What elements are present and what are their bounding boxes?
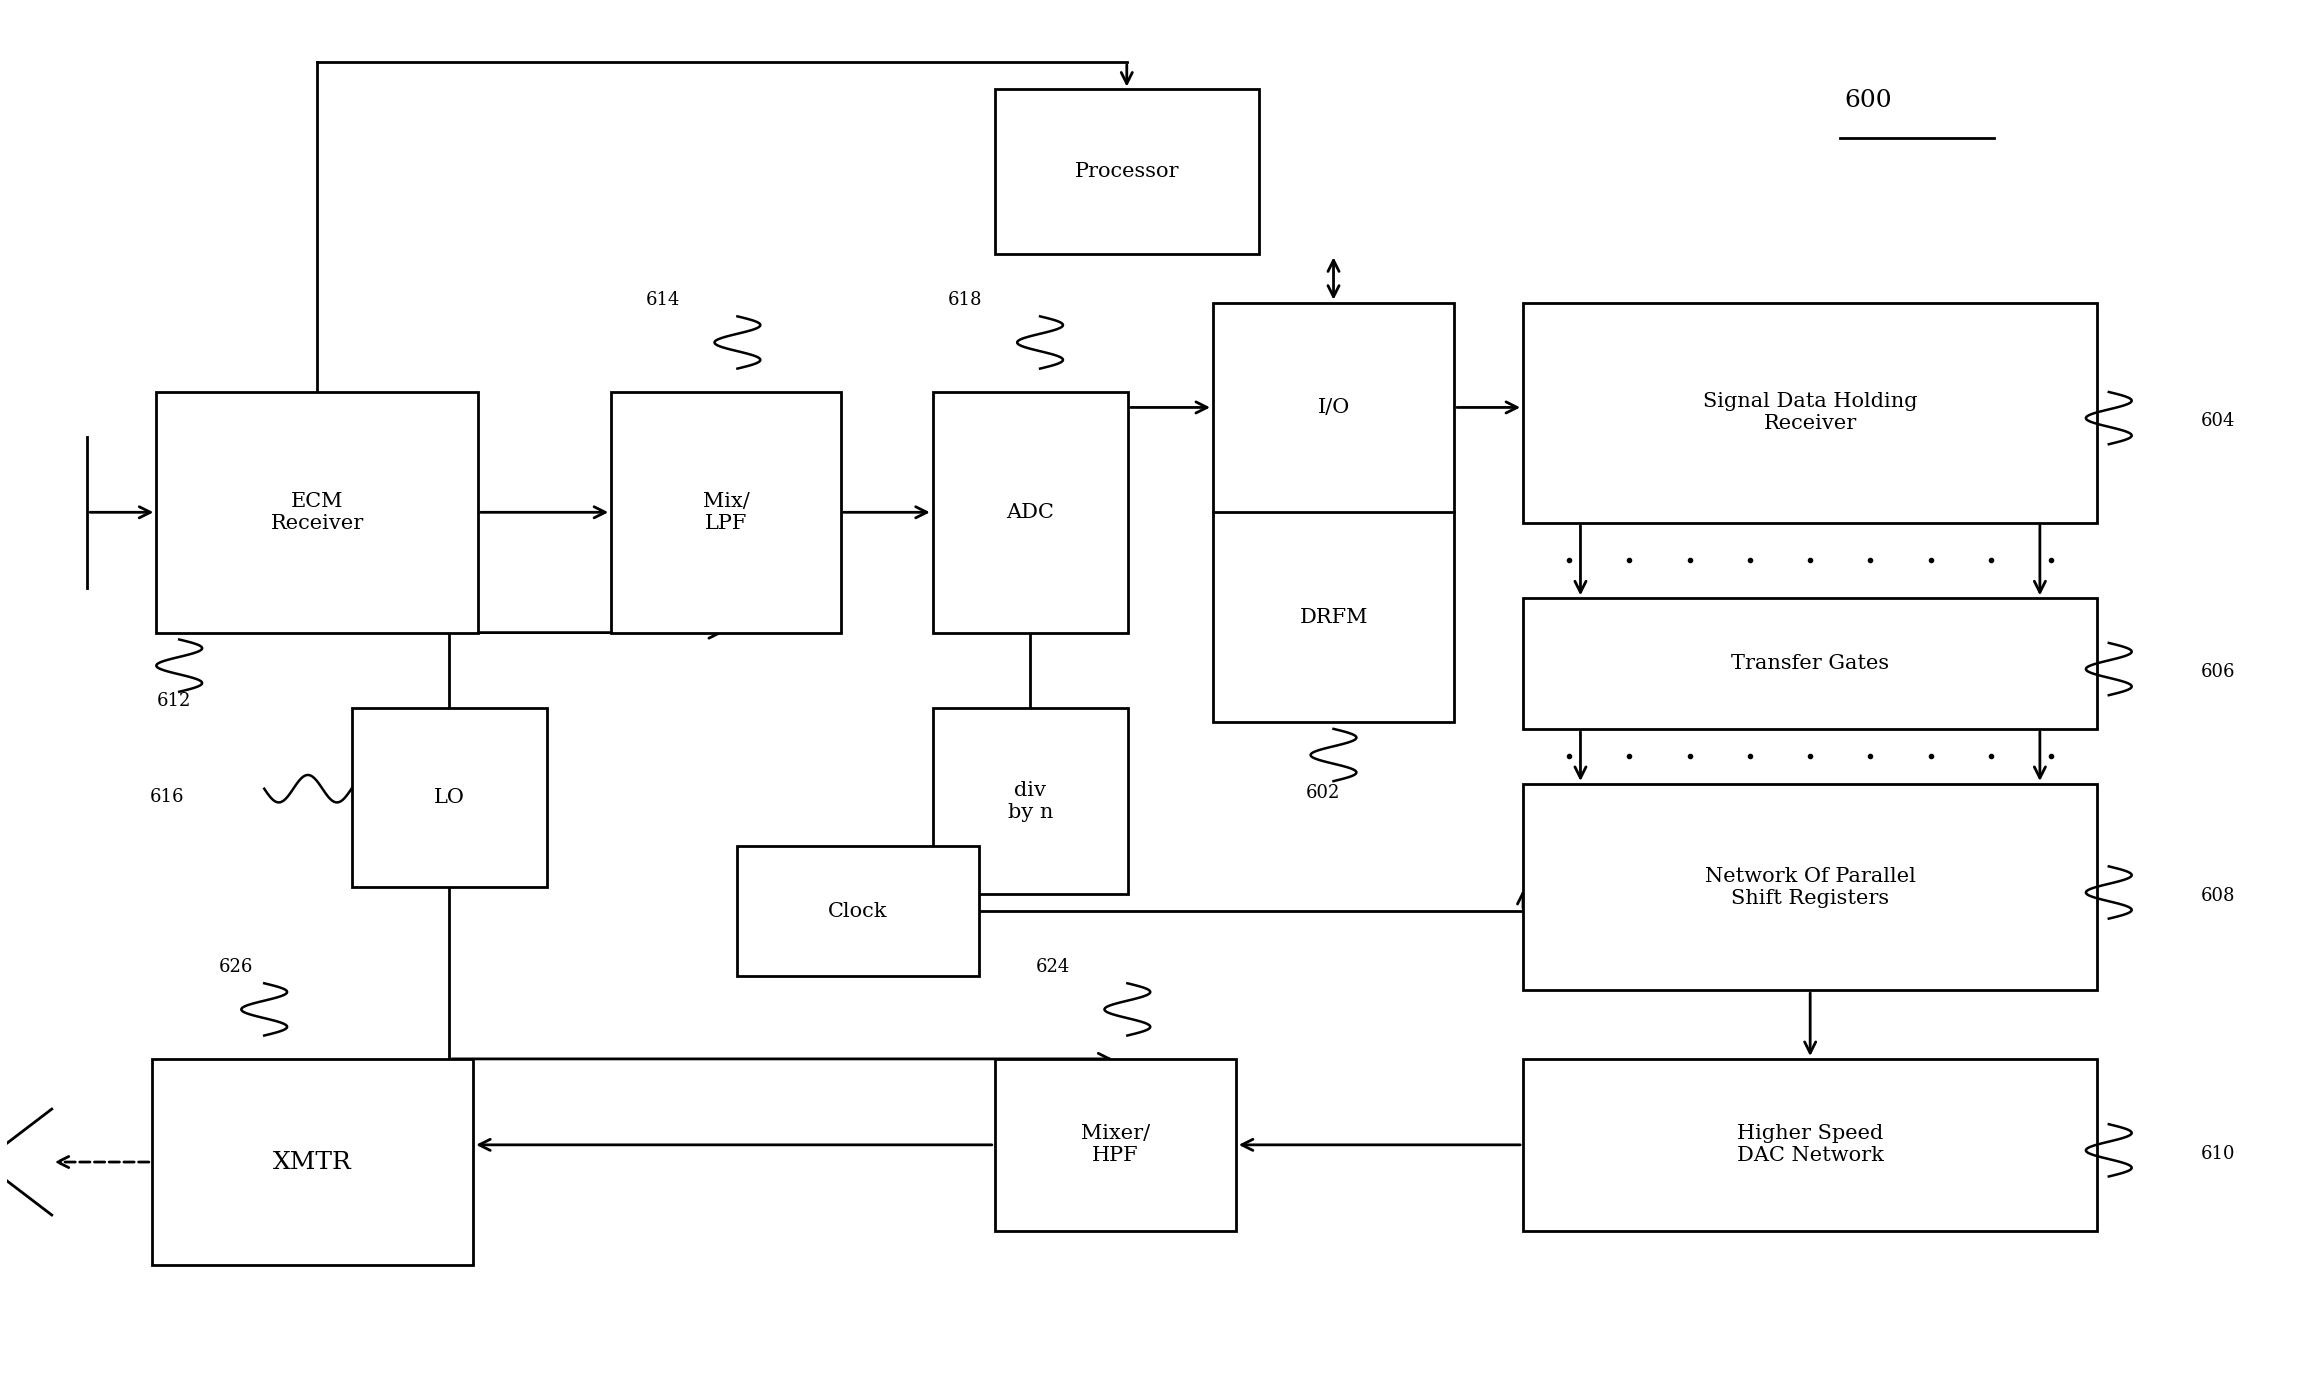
Bar <box>934 392 1128 632</box>
Bar <box>351 708 548 888</box>
Text: div
by n: div by n <box>1008 781 1054 821</box>
Bar <box>1213 303 1454 722</box>
Text: 604: 604 <box>2200 413 2235 431</box>
Text: DRFM: DRFM <box>1299 607 1368 626</box>
Bar <box>157 392 478 632</box>
Bar <box>1523 599 2098 729</box>
Text: XMTR: XMTR <box>273 1150 351 1174</box>
Text: Higher Speed
DAC Network: Higher Speed DAC Network <box>1738 1124 1883 1165</box>
Text: Clock: Clock <box>827 901 887 921</box>
Text: 618: 618 <box>948 292 982 310</box>
Text: 610: 610 <box>2200 1145 2235 1163</box>
Text: 612: 612 <box>157 692 190 710</box>
Text: Mix/
LPF: Mix/ LPF <box>703 492 749 533</box>
Text: 608: 608 <box>2200 886 2235 904</box>
Text: Signal Data Holding
Receiver: Signal Data Holding Receiver <box>1703 392 1918 433</box>
Bar <box>1523 783 2098 990</box>
Bar <box>994 1058 1236 1231</box>
Text: Processor: Processor <box>1075 163 1179 182</box>
Bar <box>934 708 1128 895</box>
Text: 602: 602 <box>1306 783 1340 801</box>
Text: LO: LO <box>434 788 465 807</box>
Text: 616: 616 <box>150 789 185 807</box>
Text: Mixer/
HPF: Mixer/ HPF <box>1082 1124 1151 1165</box>
Text: 614: 614 <box>645 292 679 310</box>
Text: Transfer Gates: Transfer Gates <box>1731 654 1888 674</box>
Bar <box>737 846 978 976</box>
Bar <box>994 89 1259 254</box>
Bar <box>1523 303 2098 522</box>
Text: 600: 600 <box>1844 89 1893 113</box>
Bar <box>1523 1058 2098 1231</box>
Text: 606: 606 <box>2200 664 2235 682</box>
Text: I/O: I/O <box>1317 397 1350 417</box>
Text: Network Of Parallel
Shift Registers: Network Of Parallel Shift Registers <box>1706 867 1916 907</box>
Text: 626: 626 <box>217 958 252 976</box>
Bar <box>153 1058 474 1265</box>
Text: ECM
Receiver: ECM Receiver <box>270 492 363 533</box>
Text: 624: 624 <box>1035 958 1070 976</box>
Text: ADC: ADC <box>1005 503 1054 522</box>
Bar <box>610 392 841 632</box>
